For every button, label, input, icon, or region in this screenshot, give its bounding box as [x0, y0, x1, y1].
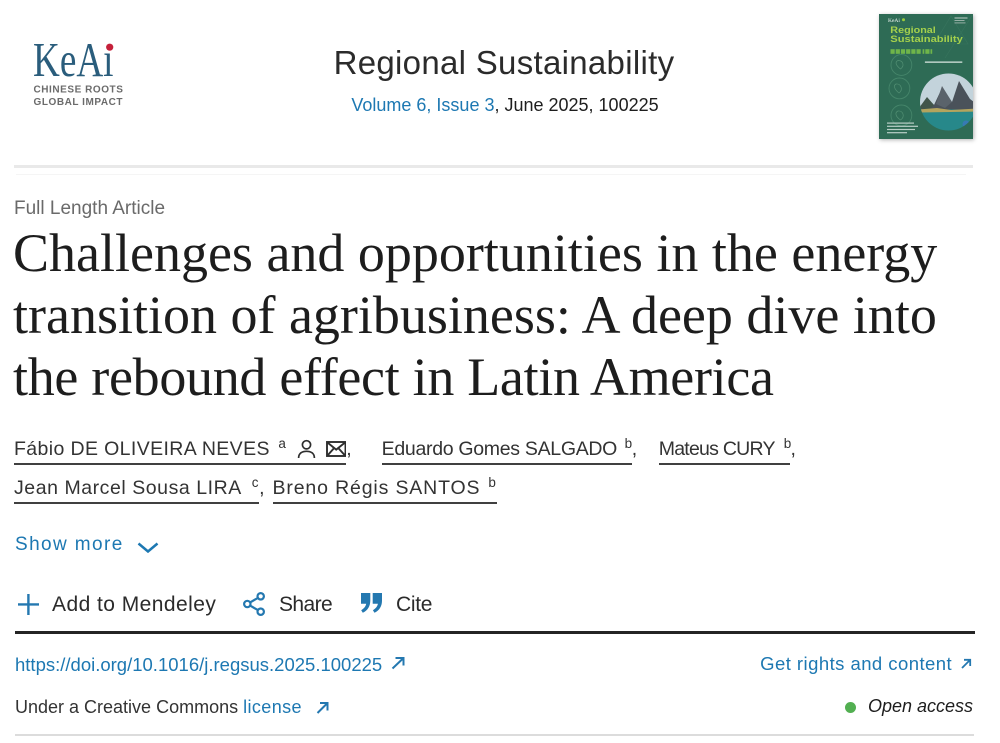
svg-text:KeAi: KeAi: [888, 18, 900, 24]
svg-text:CHINESE ROOTS: CHINESE ROOTS: [34, 85, 124, 96]
svg-text:KeAı: KeAı: [33, 33, 114, 87]
svg-text:Regional: Regional: [890, 24, 936, 34]
svg-text:GLOBAL IMPACT: GLOBAL IMPACT: [34, 97, 124, 108]
svg-text:Sustainability: Sustainability: [890, 34, 963, 44]
